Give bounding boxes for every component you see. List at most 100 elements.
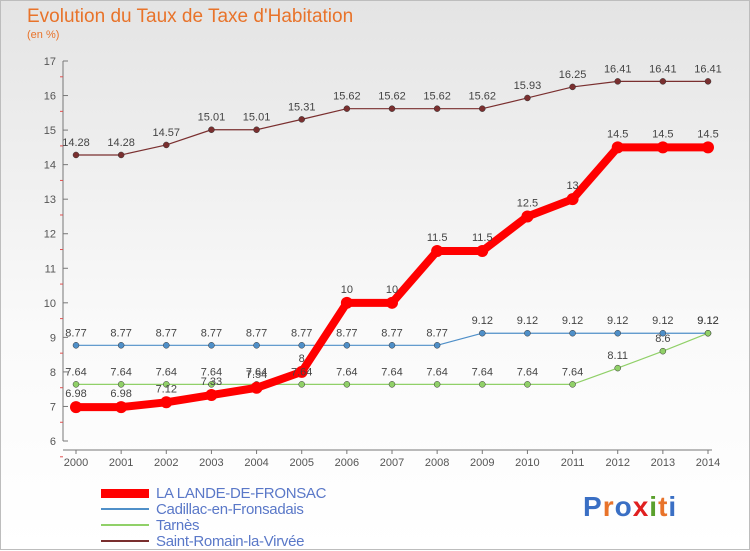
data-point	[704, 78, 712, 85]
y-tick-label: 6	[50, 436, 56, 448]
data-label: 10	[341, 284, 353, 296]
data-label: 7.64	[110, 366, 131, 378]
data-label: 16.25	[559, 69, 587, 81]
data-point	[343, 105, 351, 112]
data-point	[479, 105, 486, 112]
y-tick-label: 16	[44, 91, 56, 103]
data-point	[388, 342, 396, 349]
data-label: 7.54	[246, 369, 267, 381]
data-label: 15.62	[423, 91, 451, 103]
data-point	[343, 381, 351, 388]
y-tick-label: 14	[44, 160, 56, 172]
data-label: 8.77	[426, 327, 447, 339]
legend-item: LA LANDE-DE-FRONSAC	[101, 485, 401, 502]
data-label: 16.41	[694, 63, 722, 75]
data-label: 14.57	[153, 127, 181, 139]
data-point	[117, 151, 125, 159]
data-label: 9.12	[697, 315, 718, 327]
x-tick-label: 2014	[696, 457, 720, 469]
data-point	[386, 296, 398, 309]
data-point	[433, 342, 441, 349]
data-point	[614, 329, 621, 337]
data-point	[298, 342, 305, 349]
data-point	[295, 365, 308, 378]
data-label: 7.64	[426, 366, 447, 378]
data-point	[656, 141, 669, 154]
data-point	[614, 364, 621, 372]
chart-legend: LA LANDE-DE-FRONSAC Cadillac-en-Fronsadai…	[101, 485, 401, 550]
data-point	[160, 396, 173, 409]
data-point	[614, 78, 621, 85]
data-label: 7.64	[381, 366, 402, 378]
data-point	[163, 141, 170, 149]
data-label: 7.33	[201, 376, 222, 388]
data-label: 7.12	[156, 383, 177, 395]
data-point	[72, 342, 80, 349]
data-point	[343, 342, 351, 349]
data-point	[250, 381, 263, 394]
data-point	[70, 401, 82, 414]
logo-letter: P	[583, 491, 603, 522]
data-label: 7.64	[291, 366, 312, 378]
data-label: 9.12	[607, 315, 628, 327]
data-label: 8.77	[65, 327, 86, 339]
data-label: 11.5	[427, 232, 448, 244]
data-label: 7.64	[517, 366, 538, 378]
data-label: 14.5	[652, 128, 673, 140]
data-label: 9.12	[652, 315, 673, 327]
data-label: 15.93	[514, 80, 542, 92]
legend-item: Cadillac-en-Fronsadais	[101, 501, 401, 518]
x-tick-label: 2006	[335, 457, 359, 469]
data-point	[479, 381, 486, 388]
legend-label: Cadillac-en-Fronsadais	[156, 501, 304, 518]
data-label: 13	[566, 180, 578, 192]
data-point	[433, 381, 441, 388]
data-point	[388, 381, 396, 388]
logo-letter: r	[602, 491, 615, 522]
data-point	[659, 347, 667, 355]
y-tick-label: 11	[45, 263, 56, 275]
proxiti-logo: Proxiti	[583, 491, 677, 523]
data-point	[433, 105, 441, 112]
x-tick-label: 2005	[289, 457, 313, 469]
data-point	[208, 342, 215, 349]
data-point	[253, 126, 260, 133]
data-point	[524, 329, 531, 337]
data-label: 15.62	[378, 91, 406, 103]
data-point	[431, 245, 444, 257]
data-label: 8.6	[655, 333, 670, 345]
legend-label: Tarnès	[156, 517, 200, 534]
data-label: 8.77	[110, 327, 131, 339]
data-point	[163, 381, 170, 388]
legend-label: LA LANDE-DE-FRONSAC	[156, 485, 327, 502]
data-point	[702, 141, 714, 154]
data-point	[611, 141, 624, 154]
y-tick-label: 10	[44, 298, 56, 310]
data-point	[524, 381, 531, 388]
data-label: 12.5	[517, 197, 538, 209]
data-label: 14.5	[607, 128, 628, 140]
data-label: 6.98	[65, 388, 86, 400]
x-tick-label: 2000	[64, 457, 88, 469]
data-label: 8.11	[607, 350, 628, 362]
data-label: 15.01	[243, 112, 271, 124]
data-label: 7.64	[156, 366, 177, 378]
data-point	[208, 126, 215, 133]
logo-letter: o	[614, 491, 633, 522]
data-label: 11.5	[472, 232, 493, 244]
data-label: 7.64	[336, 366, 357, 378]
data-label: 15.62	[333, 91, 361, 103]
data-label: 15.01	[198, 112, 226, 124]
y-tick-label: 17	[44, 56, 56, 68]
x-tick-label: 2004	[244, 457, 268, 469]
data-label: 7.64	[201, 366, 222, 378]
data-label: 14.28	[62, 137, 90, 149]
data-label: 15.31	[288, 101, 316, 113]
chart-title: Evolution du Taux de Taxe d'Habitation	[27, 6, 354, 27]
legend-label: Saint-Romain-la-Virvée	[156, 533, 305, 550]
data-label: 8.77	[246, 327, 267, 339]
data-point	[117, 342, 125, 349]
data-point	[298, 381, 305, 388]
